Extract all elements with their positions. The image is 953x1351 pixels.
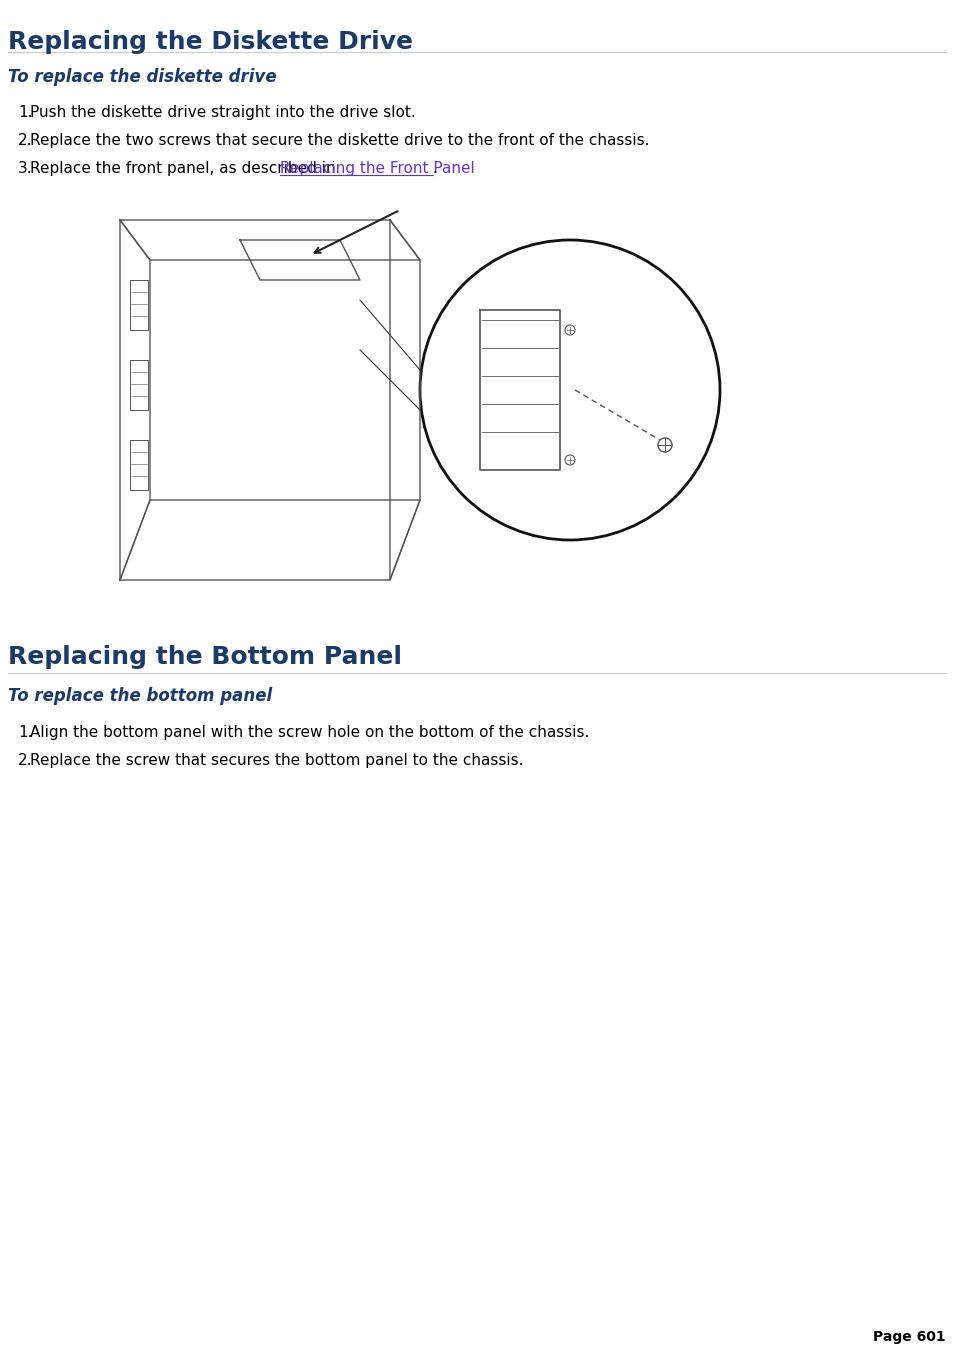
Text: 2.: 2. (18, 132, 32, 149)
Text: Align the bottom panel with the screw hole on the bottom of the chassis.: Align the bottom panel with the screw ho… (30, 725, 589, 740)
Text: To replace the diskette drive: To replace the diskette drive (8, 68, 276, 86)
Text: Replace the screw that secures the bottom panel to the chassis.: Replace the screw that secures the botto… (30, 753, 523, 767)
Text: 3.: 3. (18, 161, 32, 176)
Text: Replace the front panel, as described in: Replace the front panel, as described in (30, 161, 340, 176)
Text: To replace the bottom panel: To replace the bottom panel (8, 688, 272, 705)
Text: Replacing the Front Panel: Replacing the Front Panel (280, 161, 475, 176)
Text: .: . (432, 161, 437, 176)
Text: Page 601: Page 601 (872, 1329, 945, 1344)
Text: Push the diskette drive straight into the drive slot.: Push the diskette drive straight into th… (30, 105, 416, 120)
Text: 1.: 1. (18, 105, 32, 120)
Text: Replacing the Bottom Panel: Replacing the Bottom Panel (8, 644, 401, 669)
Text: 2.: 2. (18, 753, 32, 767)
Text: Replace the two screws that secure the diskette drive to the front of the chassi: Replace the two screws that secure the d… (30, 132, 649, 149)
Text: 1.: 1. (18, 725, 32, 740)
Text: Replacing the Diskette Drive: Replacing the Diskette Drive (8, 30, 413, 54)
